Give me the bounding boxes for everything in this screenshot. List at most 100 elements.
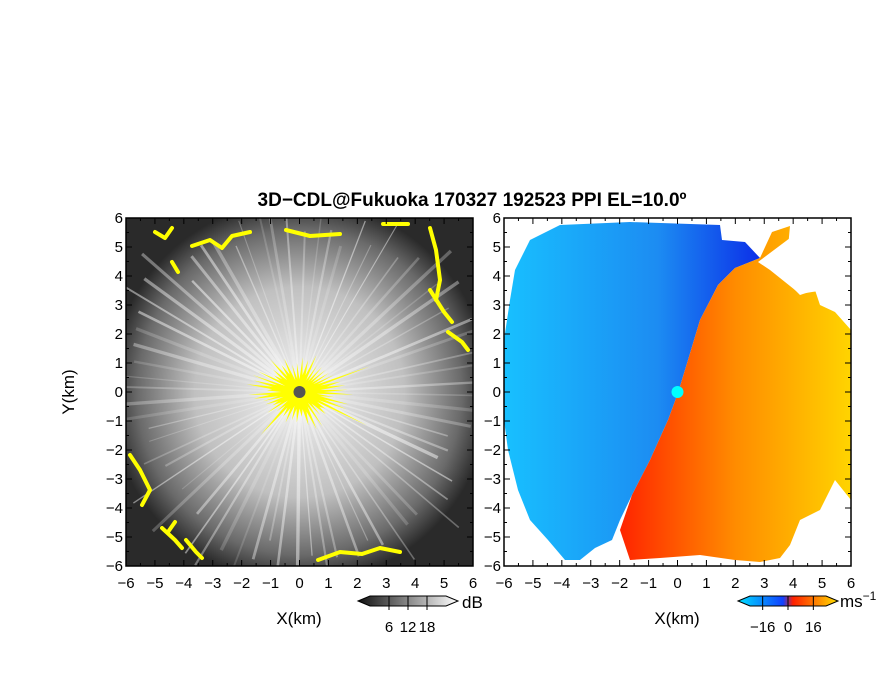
snr-edge-overlay [428,288,454,324]
snr-ray [233,391,301,566]
velocity-colorbar-tick-label: 16 [805,619,822,636]
y-axis-label: Y(km) [59,369,78,414]
radar-center-marker [293,386,306,398]
right-y-tick-label: 5 [493,239,501,256]
snr-ray [268,391,301,541]
left-y-tick-label: −6 [106,558,123,575]
snr-ray [190,255,301,393]
left-y-tick-label: 5 [115,239,123,256]
snr-edge-overlay [446,330,470,352]
snr-colorbar-unit: dB [462,593,483,612]
left-y-tick-label: 6 [115,210,123,227]
right-x-axis-label: X(km) [654,609,699,628]
snr-ray [251,391,301,560]
right-y-tick-label: −5 [484,529,501,546]
snr-ray [298,231,306,393]
snr-ray [299,390,472,428]
left-x-tick-label: −1 [262,575,279,592]
left-y-tick-label: −4 [106,500,123,517]
left-x-tick-label: 3 [382,575,390,592]
snr-ray [268,218,301,393]
snr-ray [143,277,301,394]
snr-ray [276,391,301,566]
left-x-tick-label: −6 [117,575,134,592]
snr-ray [299,283,438,393]
snr-ray [298,280,460,394]
snr-ray [238,220,301,393]
right-x-tick-label: 6 [847,575,855,592]
snr-ray [181,391,300,490]
right-y-tick-label: −4 [484,500,501,517]
snr-threshold-overlay [128,222,470,562]
left-y-tick-label: −1 [106,413,123,430]
snr-colorbar-tick-label: 6 [385,619,393,636]
snr-ray [126,375,300,393]
snr-edge-overlay [184,538,204,560]
snr-ray [298,391,339,558]
right-y-tick-label: 4 [493,268,501,285]
snr-edge-overlay [284,228,342,238]
right-x-tick-label: −6 [495,575,512,592]
snr-ray [126,286,301,393]
right-x-tick-label: −5 [524,575,541,592]
left-x-tick-label: 4 [411,575,419,592]
snr-ray [298,257,399,393]
right-y-tick-label: −3 [484,471,501,488]
snr-colorbar-tick-label: 12 [400,619,417,636]
right-x-tick-label: −4 [553,575,570,592]
snr-ray [299,244,372,393]
velocity-colorbar-ticks: −16 0 16 [750,596,822,636]
velocity-receding-region [620,226,851,562]
left-y-tick-label: 4 [115,268,123,285]
snr-ray [299,307,450,393]
right-y-tick-label: −6 [484,558,501,575]
snr-colorbar-tick-label: 18 [419,619,436,636]
right-y-tick-label: 2 [493,326,501,343]
left-y-tick-label: 0 [115,384,123,401]
right-x-tick-label: −1 [640,575,657,592]
snr-ray [298,391,361,557]
snr-edge-overlay [166,520,177,534]
snr-ray [298,391,313,556]
left-y-tick-label: −2 [106,442,123,459]
snr-edge-overlay [190,230,252,250]
left-x-tick-label: 0 [295,575,303,592]
snr-edge-overlay [153,226,174,240]
velocity-colorbar-tick-label: −16 [750,619,775,636]
snr-ray [298,391,385,546]
right-x-tick-label: 2 [731,575,739,592]
snr-ray [298,218,322,393]
left-x-tick-label: 6 [469,575,477,592]
snr-ray [164,391,301,467]
left-y-tick-label: −5 [106,529,123,546]
left-x-tick-label: −5 [146,575,163,592]
snr-ray [299,390,473,412]
snr-ray [135,327,301,394]
right-x-tick-label: 0 [673,575,681,592]
snr-ray [194,391,301,566]
right-y-tick-label: 1 [493,355,501,372]
left-x-tick-label: 5 [440,575,448,592]
chart-title: 3D−CDL@Fukuoka 170327 192523 PPI EL=10.0… [258,190,687,211]
snr-ray [298,229,333,393]
left-x-tick-label: −4 [175,575,192,592]
snr-ray [298,317,473,394]
right-x-tick-label: 4 [789,575,797,592]
snr-ray [184,391,301,554]
velocity-colorbar-unit: ms−1 [840,589,877,611]
snr-edge-overlay [128,453,152,507]
snr-ray [212,241,302,393]
snr-ray [258,218,301,393]
snr-center-overlay [246,355,371,435]
snr-ray [143,391,300,465]
snr-edge-overlay [428,226,442,302]
snr-ray [126,386,300,393]
left-y-tick-label: 1 [115,355,123,372]
snr-ray [298,391,460,529]
snr-edge-overlay [170,260,180,274]
snr-ray [298,249,453,394]
radar-center-marker-velocity [671,386,684,398]
right-x-tick-label: 3 [760,575,768,592]
snr-ray [298,391,416,560]
snr-colorbar-ticks: 6 12 18 [385,596,436,636]
